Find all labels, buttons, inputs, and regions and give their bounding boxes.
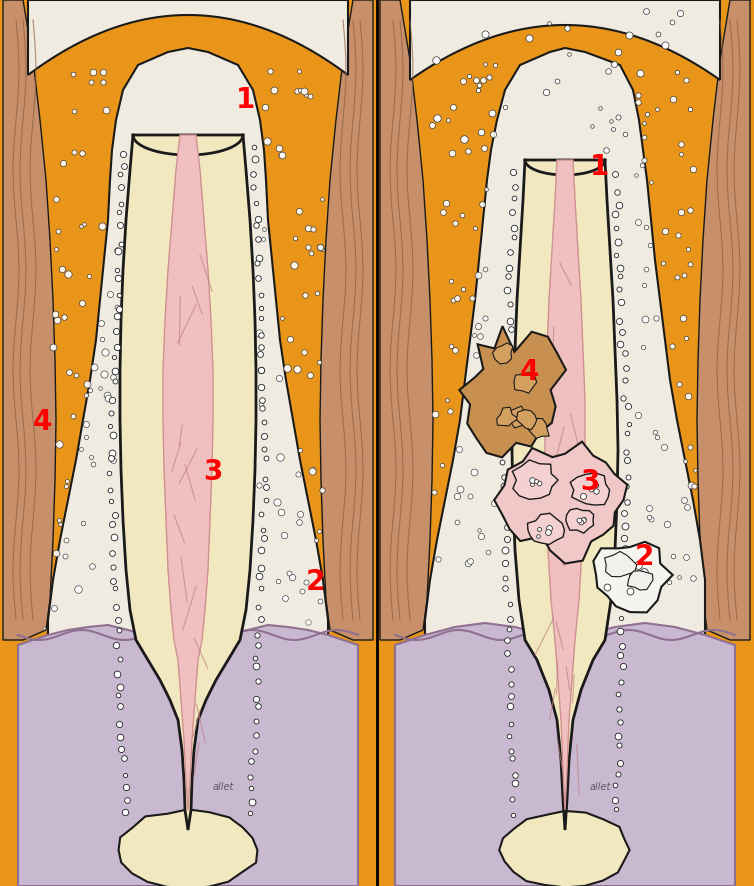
Text: 1: 1 xyxy=(236,86,256,114)
Polygon shape xyxy=(627,571,653,590)
Text: 2: 2 xyxy=(306,568,326,596)
Text: 4: 4 xyxy=(33,408,52,436)
Polygon shape xyxy=(697,0,750,640)
Polygon shape xyxy=(28,0,348,75)
Polygon shape xyxy=(570,473,609,505)
Text: 3: 3 xyxy=(580,468,599,496)
Polygon shape xyxy=(528,418,549,439)
Polygon shape xyxy=(118,809,257,886)
Polygon shape xyxy=(566,509,593,533)
Polygon shape xyxy=(3,0,56,640)
Polygon shape xyxy=(494,441,627,563)
Polygon shape xyxy=(499,811,630,886)
Polygon shape xyxy=(528,513,565,545)
Polygon shape xyxy=(513,460,558,500)
Polygon shape xyxy=(48,48,328,640)
Polygon shape xyxy=(593,542,673,612)
Polygon shape xyxy=(514,372,537,393)
Polygon shape xyxy=(320,0,373,640)
Text: 2: 2 xyxy=(635,543,654,571)
Polygon shape xyxy=(512,160,618,830)
Text: 1: 1 xyxy=(590,153,609,181)
Polygon shape xyxy=(605,551,637,577)
Text: 4: 4 xyxy=(520,358,539,386)
Polygon shape xyxy=(18,625,358,886)
Polygon shape xyxy=(505,406,526,428)
Text: allet: allet xyxy=(213,782,234,792)
Polygon shape xyxy=(410,0,720,80)
Polygon shape xyxy=(497,408,519,426)
Polygon shape xyxy=(0,0,23,640)
Polygon shape xyxy=(516,409,537,430)
Polygon shape xyxy=(380,0,433,640)
Polygon shape xyxy=(425,48,705,640)
Polygon shape xyxy=(492,343,513,364)
Polygon shape xyxy=(545,160,585,810)
Text: allet: allet xyxy=(590,782,611,792)
Polygon shape xyxy=(459,326,566,457)
Polygon shape xyxy=(395,623,735,886)
Text: 3: 3 xyxy=(203,458,222,486)
Polygon shape xyxy=(163,135,213,810)
Polygon shape xyxy=(120,135,256,830)
